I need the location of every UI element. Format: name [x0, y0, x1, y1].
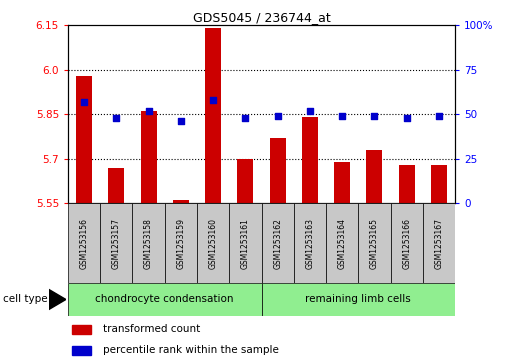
Title: GDS5045 / 236744_at: GDS5045 / 236744_at [192, 11, 331, 24]
Bar [165, 203, 197, 283]
Bar [237, 159, 254, 203]
Text: GSM1253160: GSM1253160 [209, 218, 218, 269]
Text: GSM1253158: GSM1253158 [144, 218, 153, 269]
Bar [366, 150, 382, 203]
Bar [229, 203, 262, 283]
Point [80, 99, 88, 105]
Bar [72, 346, 91, 355]
Point [112, 115, 120, 121]
Point [144, 108, 153, 114]
Point [241, 115, 249, 121]
Bar [294, 203, 326, 283]
Polygon shape [49, 289, 66, 310]
Bar [269, 138, 286, 203]
Text: transformed count: transformed count [103, 325, 200, 334]
Bar [262, 283, 455, 316]
Bar [399, 165, 415, 203]
Text: cell type: cell type [3, 294, 47, 305]
Text: GSM1253163: GSM1253163 [305, 218, 314, 269]
Point [274, 113, 282, 119]
Point [403, 115, 411, 121]
Bar [76, 76, 92, 203]
Text: chondrocyte condensation: chondrocyte condensation [96, 294, 234, 305]
Bar [68, 283, 262, 316]
Bar [205, 28, 221, 203]
Point [305, 108, 314, 114]
Bar [72, 325, 91, 334]
Bar [302, 117, 318, 203]
Text: remaining limb cells: remaining limb cells [305, 294, 411, 305]
Bar [132, 203, 165, 283]
Bar [262, 203, 294, 283]
Point [370, 113, 379, 119]
Text: GSM1253167: GSM1253167 [435, 218, 444, 269]
Text: GSM1253159: GSM1253159 [176, 218, 185, 269]
Bar [358, 203, 391, 283]
Bar [108, 168, 124, 203]
Point [435, 113, 443, 119]
Bar [141, 111, 157, 203]
Text: GSM1253161: GSM1253161 [241, 218, 250, 269]
Text: GSM1253157: GSM1253157 [112, 218, 121, 269]
Bar [173, 200, 189, 203]
Bar [334, 162, 350, 203]
Bar [431, 165, 447, 203]
Bar [423, 203, 455, 283]
Text: percentile rank within the sample: percentile rank within the sample [103, 345, 279, 355]
Text: GSM1253165: GSM1253165 [370, 218, 379, 269]
Point [177, 119, 185, 125]
Bar [68, 203, 100, 283]
Point [209, 97, 218, 103]
Bar [100, 203, 132, 283]
Point [338, 113, 346, 119]
Text: GSM1253162: GSM1253162 [273, 218, 282, 269]
Bar [391, 203, 423, 283]
Text: GSM1253164: GSM1253164 [338, 218, 347, 269]
Bar [326, 203, 358, 283]
Bar [197, 203, 229, 283]
Text: GSM1253166: GSM1253166 [402, 218, 411, 269]
Text: GSM1253156: GSM1253156 [79, 218, 88, 269]
